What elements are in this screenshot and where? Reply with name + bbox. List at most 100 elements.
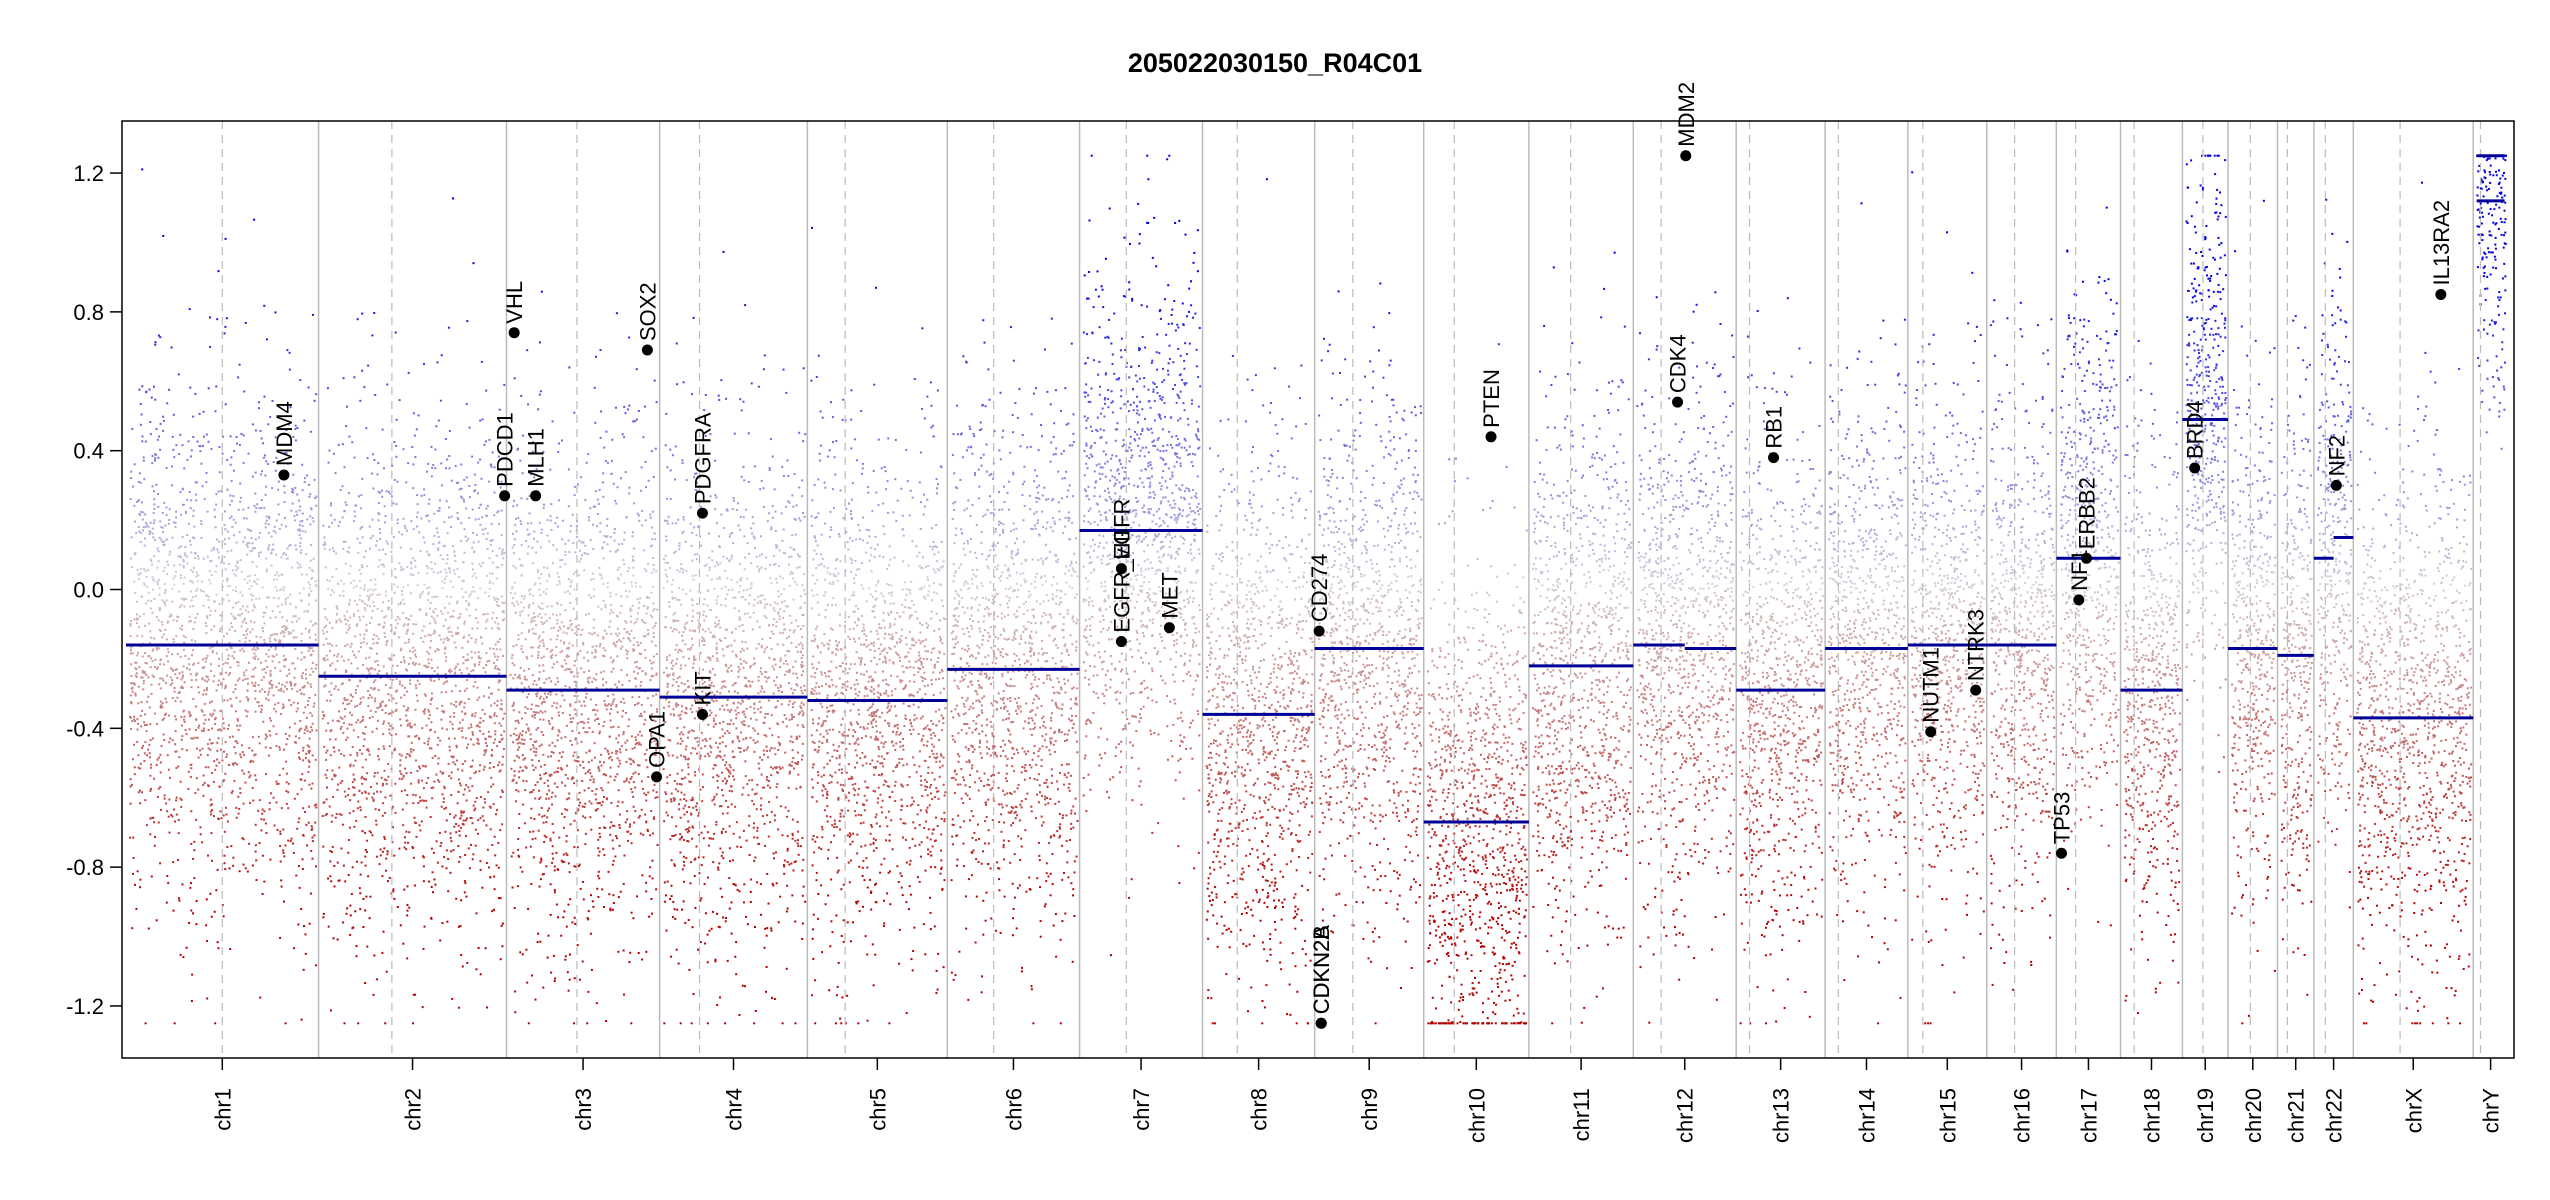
probe-point xyxy=(153,522,155,524)
probe-point xyxy=(208,441,210,443)
probe-point xyxy=(559,731,561,733)
probe-point xyxy=(406,957,408,959)
probe-point xyxy=(333,865,335,867)
probe-point xyxy=(473,490,475,492)
probe-point xyxy=(514,674,516,676)
probe-point xyxy=(196,673,198,675)
probe-point xyxy=(618,567,620,569)
probe-point xyxy=(347,699,349,701)
probe-point xyxy=(235,522,237,524)
probe-point xyxy=(166,655,168,657)
probe-point xyxy=(443,683,445,685)
probe-point xyxy=(138,686,140,688)
probe-point xyxy=(130,778,132,780)
probe-point xyxy=(426,572,428,574)
probe-point xyxy=(202,445,204,447)
probe-point xyxy=(421,820,423,822)
probe-point xyxy=(530,749,532,751)
probe-point xyxy=(216,318,218,320)
probe-point xyxy=(153,555,155,557)
probe-point xyxy=(433,680,435,682)
probe-point xyxy=(231,705,233,707)
probe-point xyxy=(645,882,647,884)
probe-point xyxy=(475,639,477,641)
probe-point xyxy=(525,847,527,849)
probe-point xyxy=(458,576,460,578)
probe-point xyxy=(161,636,163,638)
probe-point xyxy=(280,713,282,715)
probe-point xyxy=(132,691,134,693)
probe-point xyxy=(393,441,395,443)
probe-point xyxy=(652,610,654,612)
probe-point xyxy=(588,727,590,729)
probe-point xyxy=(190,455,192,457)
probe-point xyxy=(651,450,653,452)
probe-point xyxy=(594,387,596,389)
probe-point xyxy=(503,384,505,386)
probe-point xyxy=(301,687,303,689)
probe-point xyxy=(182,536,184,538)
probe-point xyxy=(477,462,479,464)
probe-point xyxy=(359,806,361,808)
probe-point xyxy=(485,440,487,442)
probe-point xyxy=(243,674,245,676)
probe-point xyxy=(253,580,255,582)
probe-point xyxy=(193,510,195,512)
probe-point xyxy=(286,773,288,775)
probe-point xyxy=(445,691,447,693)
probe-point xyxy=(588,787,590,789)
probe-point xyxy=(351,724,353,726)
probe-point xyxy=(442,587,444,589)
probe-point xyxy=(404,642,406,644)
probe-point xyxy=(539,635,541,637)
probe-point xyxy=(283,552,285,554)
probe-point xyxy=(260,473,262,475)
probe-point xyxy=(482,815,484,817)
probe-point xyxy=(303,712,305,714)
probe-point xyxy=(449,813,451,815)
probe-point xyxy=(574,923,576,925)
probe-point xyxy=(570,620,572,622)
probe-point xyxy=(255,598,257,600)
probe-point xyxy=(450,581,452,583)
probe-point xyxy=(651,668,653,670)
probe-point xyxy=(323,673,325,675)
probe-point xyxy=(237,679,239,681)
probe-point xyxy=(309,637,311,639)
probe-point xyxy=(593,619,595,621)
probe-point xyxy=(205,693,207,695)
probe-point xyxy=(300,566,302,568)
probe-point xyxy=(138,666,140,668)
probe-point xyxy=(268,516,270,518)
probe-point xyxy=(359,721,361,723)
probe-point xyxy=(593,588,595,590)
probe-point xyxy=(307,682,309,684)
probe-point xyxy=(595,673,597,675)
probe-point xyxy=(262,893,264,895)
probe-point xyxy=(270,720,272,722)
probe-point xyxy=(469,496,471,498)
probe-point xyxy=(359,542,361,544)
probe-point xyxy=(494,702,496,704)
probe-point xyxy=(191,449,193,451)
probe-point xyxy=(401,534,403,536)
probe-point xyxy=(298,500,300,502)
probe-point xyxy=(512,547,514,549)
probe-point xyxy=(315,600,317,602)
probe-point xyxy=(517,790,519,792)
probe-point xyxy=(325,752,327,754)
probe-point xyxy=(623,582,625,584)
probe-point xyxy=(173,456,175,458)
probe-point xyxy=(331,522,333,524)
probe-point xyxy=(208,729,210,731)
probe-point xyxy=(150,788,152,790)
probe-point xyxy=(562,916,564,918)
probe-point xyxy=(583,671,585,673)
probe-point xyxy=(606,543,608,545)
probe-point xyxy=(309,493,311,495)
probe-point xyxy=(597,896,599,898)
probe-point xyxy=(348,839,350,841)
probe-point xyxy=(544,711,546,713)
probe-point xyxy=(541,703,543,705)
probe-point xyxy=(631,791,633,793)
